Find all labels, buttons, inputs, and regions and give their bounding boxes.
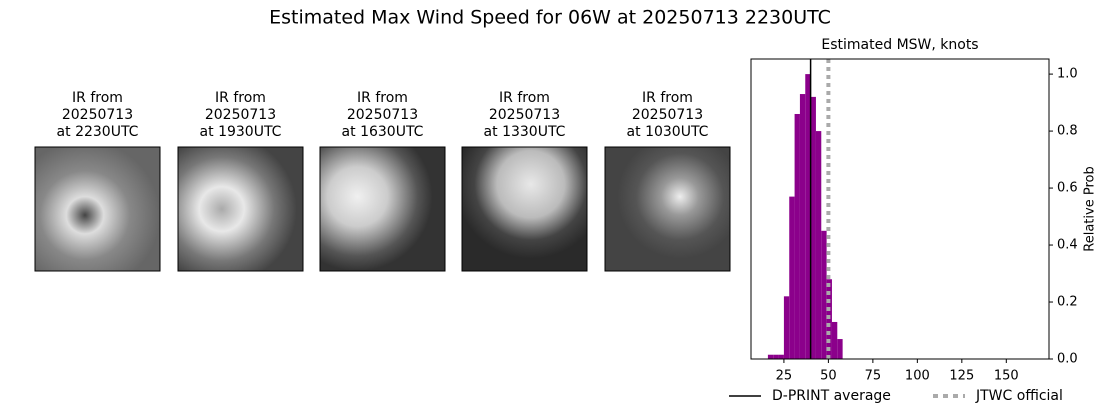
panel-label: IR from [642,90,693,106]
panel-label: 20250713 [205,107,276,123]
x-tick-label: 100 [905,369,930,384]
panel-label: at 1330UTC [484,124,566,140]
panel-label: IR from [72,90,123,106]
bar [789,196,795,359]
panel-label: IR from [357,90,408,106]
y-tick-label: 0.4 [1057,238,1078,253]
panel-label: 20250713 [489,107,560,123]
panel-label: at 2230UTC [57,124,139,140]
x-tick-label: 150 [994,369,1019,384]
y-tick-label: 0.2 [1057,295,1078,310]
x-tick-label: 125 [949,369,974,384]
y-tick-label: 0.8 [1057,124,1078,139]
ir-image [604,146,731,272]
axes-frame [750,58,1050,360]
legend-label: JTWC official [975,388,1063,404]
x-tick-label: 75 [865,369,882,384]
y-axis-label: Relative Prob [1083,166,1098,251]
bar [810,96,816,360]
chart-title: Estimated MSW, knots [821,37,978,53]
y-tick-label: 0.0 [1057,352,1078,367]
bar [837,339,843,359]
bar [826,279,832,359]
bar [831,321,838,359]
panel-label: at 1030UTC [627,124,709,140]
ir-image [319,146,446,272]
panel-label: 20250713 [347,107,418,123]
y-tick-label: 1.0 [1057,67,1078,82]
panel-label: at 1930UTC [200,124,282,140]
panel-label: IR from [499,90,550,106]
panel-label: IR from [215,90,266,106]
panel-label: 20250713 [62,107,133,123]
bar [805,74,811,359]
legend-label: D-PRINT average [772,388,891,404]
bar [773,354,779,359]
y-tick-label: 0.6 [1057,181,1078,196]
ir-image [177,146,304,272]
bar [783,296,790,359]
bar [778,354,784,359]
bar [815,131,822,359]
panel-label: 20250713 [632,107,703,123]
ir-image [461,146,588,272]
bar [821,230,827,359]
bar [794,113,800,360]
x-tick-label: 25 [776,369,793,384]
bar [767,354,774,359]
ir-image [34,146,161,272]
bar [799,94,806,360]
panel-label: at 1630UTC [342,124,424,140]
x-tick-label: 50 [820,369,837,384]
figure-title: Estimated Max Wind Speed for 06W at 2025… [269,7,831,29]
